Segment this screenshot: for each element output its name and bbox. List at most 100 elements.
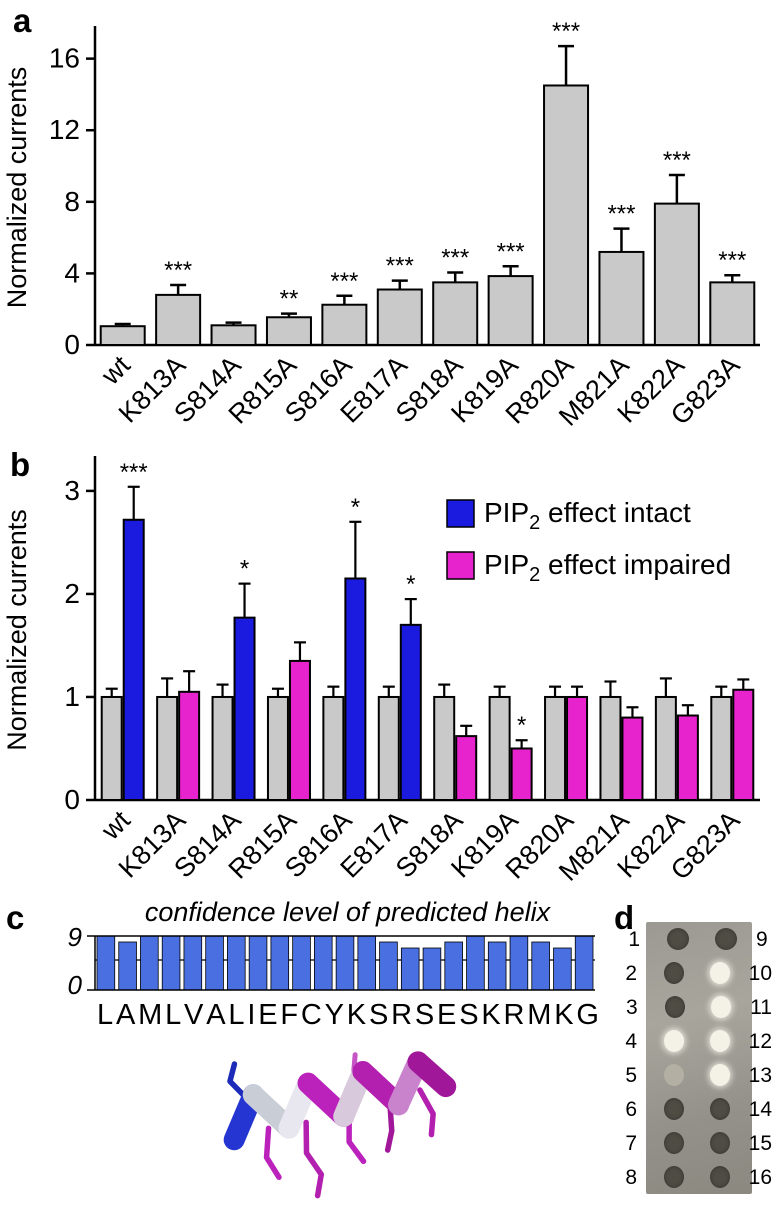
blot-number-left: 3	[625, 995, 638, 1019]
svg-text:Normalized currents: Normalized currents	[2, 509, 32, 751]
svg-text:4: 4	[64, 257, 80, 288]
dot-blot-row: 6 14	[610, 1092, 772, 1126]
blot-number-left: 5	[625, 1063, 638, 1087]
sequence-letter: K	[346, 999, 367, 1031]
svg-text:Normalized currents: Normalized currents	[2, 67, 32, 309]
sequence-letter: L	[228, 999, 245, 1031]
svg-text:*: *	[406, 571, 415, 598]
blot-dot	[709, 1030, 730, 1052]
svg-text:***: ***	[607, 201, 635, 228]
blot-dot	[709, 1064, 730, 1086]
svg-text:8: 8	[64, 186, 80, 217]
panel-b-label: b	[10, 446, 31, 483]
blot-number-left: 6	[625, 1097, 638, 1121]
sequence-letter: A	[115, 999, 136, 1031]
blot-number-right: 12	[748, 1029, 772, 1053]
svg-text:***: ***	[441, 245, 469, 272]
sequence-letter: V	[184, 999, 204, 1031]
blot-dot	[709, 1166, 730, 1188]
sequence-letter: L	[97, 999, 114, 1031]
blot-dot	[664, 1098, 684, 1120]
dot-blot-row: 5 13	[610, 1058, 772, 1092]
sequence-letter: M	[527, 999, 552, 1031]
blot-dot	[667, 928, 689, 950]
svg-text:*: *	[351, 494, 360, 521]
blot-dot	[664, 1132, 684, 1154]
svg-text:PIP2 effect intact: PIP2 effect intact	[484, 497, 691, 534]
svg-text:1: 1	[64, 681, 80, 712]
blot-number-right: 15	[748, 1131, 772, 1155]
svg-text:***: ***	[718, 247, 746, 274]
svg-text:*: *	[240, 556, 249, 583]
svg-text:16: 16	[49, 43, 80, 74]
svg-text:***: ***	[552, 18, 580, 45]
sequence-letter: E	[437, 999, 457, 1031]
panel-c-confidence-chart: 90	[68, 926, 595, 1000]
blot-dot	[664, 996, 685, 1018]
blot-dot	[709, 1132, 730, 1154]
blot-number-left: 2	[625, 961, 638, 985]
dot-blot-row: 3 11	[610, 990, 772, 1024]
sequence-letter: L	[165, 999, 182, 1031]
dot-blot-row: 2 10	[610, 956, 772, 990]
sequence-letter: G	[576, 999, 599, 1031]
svg-text:***: ***	[164, 257, 192, 284]
blot-dot	[664, 1166, 684, 1188]
sequence-letter: R	[391, 999, 413, 1031]
sequence-letter: F	[280, 999, 299, 1031]
blot-dot	[709, 1098, 730, 1120]
blot-number-right: 10	[748, 961, 772, 985]
sequence-letter: C	[300, 999, 322, 1031]
blot-dot	[664, 962, 684, 984]
sequence-letter: R	[503, 999, 525, 1031]
panel-c-title: confidence level of predicted helix	[144, 897, 551, 927]
blot-dot	[715, 928, 737, 950]
blot-dot	[709, 962, 730, 984]
panel-a-label: a	[13, 2, 32, 39]
svg-text:0: 0	[64, 784, 80, 815]
svg-text:wt: wt	[95, 350, 136, 391]
blot-number-left: 1	[628, 927, 640, 951]
svg-text:***: ***	[120, 459, 148, 486]
panel-d-label: d	[614, 899, 635, 936]
blot-dot	[664, 1064, 684, 1086]
svg-text:0: 0	[64, 329, 80, 360]
svg-text:***: ***	[386, 253, 414, 280]
sequence-letter: M	[138, 999, 163, 1031]
svg-text:0: 0	[68, 970, 83, 1000]
blot-number-right: 14	[748, 1097, 772, 1121]
svg-text:9: 9	[68, 926, 82, 952]
sequence-letter: K	[554, 999, 574, 1031]
svg-text:12: 12	[49, 114, 80, 145]
sequence-letter: S	[414, 999, 435, 1031]
svg-text:3: 3	[64, 475, 80, 506]
dot-blot-image	[646, 922, 752, 1194]
blot-number-right: 11	[750, 995, 772, 1019]
svg-text:wt: wt	[95, 805, 136, 846]
svg-text:2: 2	[64, 578, 80, 609]
panel-c-label: c	[6, 899, 25, 936]
sequence-letter: A	[206, 999, 226, 1031]
sequence-letter: Y	[324, 999, 344, 1031]
svg-text:***: ***	[330, 268, 358, 295]
svg-text:*: *	[517, 712, 526, 739]
svg-text:**: **	[280, 286, 299, 313]
blot-dot	[664, 1030, 684, 1052]
dot-blot-row: 7 15	[610, 1126, 772, 1160]
svg-text:***: ***	[663, 147, 691, 174]
dot-blot-row: 8 16	[610, 1160, 772, 1194]
blot-dot	[710, 996, 732, 1018]
blot-number-left: 8	[625, 1165, 638, 1189]
sequence-letter: I	[247, 999, 256, 1031]
blot-number-right: 9	[756, 927, 768, 951]
dot-blot-row: 4 12	[610, 1024, 772, 1058]
blot-number-right: 13	[748, 1063, 772, 1087]
sequence-letter: K	[481, 999, 501, 1031]
blot-number-right: 16	[748, 1165, 772, 1189]
blot-number-left: 4	[625, 1029, 638, 1053]
dot-blot-rows: 1 9 2 10 3 11 4 12 5 13 6 14 7 15 8 16	[610, 922, 772, 1194]
